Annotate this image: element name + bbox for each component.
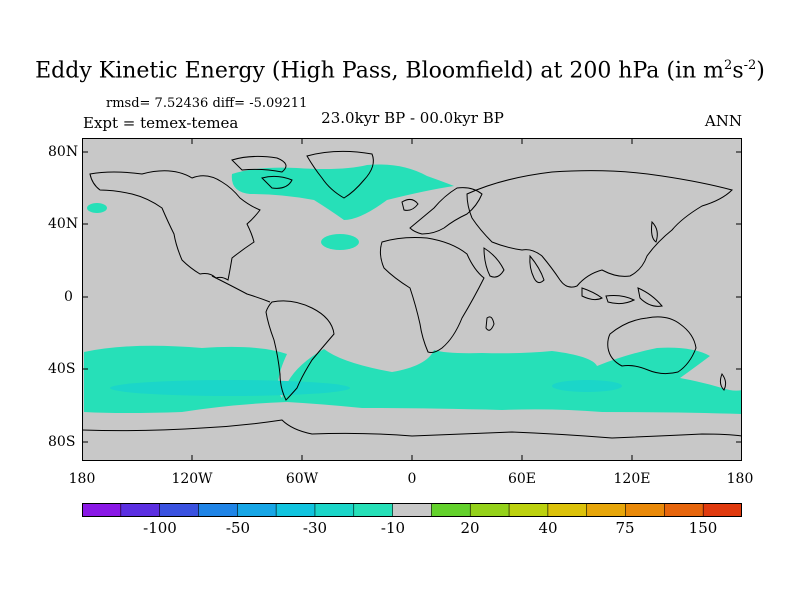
colorbar-swatch <box>664 503 704 517</box>
colorbar-swatch <box>275 503 316 517</box>
colorbar-swatch <box>120 503 161 517</box>
colorbar-swatch <box>702 503 742 517</box>
lon-label-60w: 60W <box>285 471 319 487</box>
season-label: ANN <box>704 112 742 130</box>
colorbar-swatch <box>431 503 472 517</box>
colorbar-swatch <box>547 503 588 517</box>
lon-ticks <box>191 138 633 461</box>
lon-label-180w: 180 <box>68 471 96 487</box>
colorbar-frame <box>82 503 742 517</box>
colorbar-swatch <box>469 503 510 517</box>
coastlines <box>82 150 742 439</box>
plot-title: Eddy Kinetic Energy (High Pass, Bloomfie… <box>35 58 765 84</box>
colorbar-label: 40 <box>538 519 558 537</box>
colorbar-swatch <box>508 503 549 517</box>
colorbar-label: -50 <box>225 519 251 537</box>
lon-label-0: 0 <box>407 471 417 487</box>
colorbar-swatch <box>236 503 277 517</box>
colorbar-swatch <box>586 503 627 517</box>
lon-label-120e: 120E <box>613 471 651 487</box>
colorbar-label: 150 <box>688 519 718 537</box>
lat-label-80n: 80N <box>48 144 79 160</box>
colorbar-swatch <box>392 503 433 517</box>
lat-label-0: 0 <box>64 289 73 305</box>
colorbar-label: -100 <box>143 519 177 537</box>
colorbar-label: 75 <box>615 519 635 537</box>
lat-label-40n: 40N <box>48 216 79 232</box>
period-label: 23.0kyr BP - 00.0kyr BP <box>321 109 504 127</box>
colorbar-label: -10 <box>380 519 406 537</box>
lat-label-40s: 40S <box>48 361 76 377</box>
colorbar-swatch <box>159 503 200 517</box>
colorbar-swatch <box>198 503 239 517</box>
colorbar-swatch <box>314 503 355 517</box>
colorbar-label: 20 <box>460 519 480 537</box>
lat-label-80s: 80S <box>48 434 76 450</box>
colorbar-swatch <box>625 503 666 517</box>
experiment-label: Expt = temex-temea <box>83 114 239 132</box>
colorbar <box>82 503 742 517</box>
colorbar-swatch <box>353 503 394 517</box>
lat-ticks <box>82 151 742 443</box>
lon-label-180e: 180 <box>726 471 754 487</box>
lon-label-120w: 120W <box>171 471 213 487</box>
stats-label: rmsd= 7.52436 diff= -5.09211 <box>106 96 308 111</box>
colorbar-label: -30 <box>302 519 328 537</box>
colorbar-swatch <box>82 503 122 517</box>
colorbar-swatches <box>82 503 742 517</box>
anomaly-shading-strong <box>110 380 622 396</box>
map-panel <box>82 138 742 461</box>
lon-label-60e: 60E <box>507 471 537 487</box>
